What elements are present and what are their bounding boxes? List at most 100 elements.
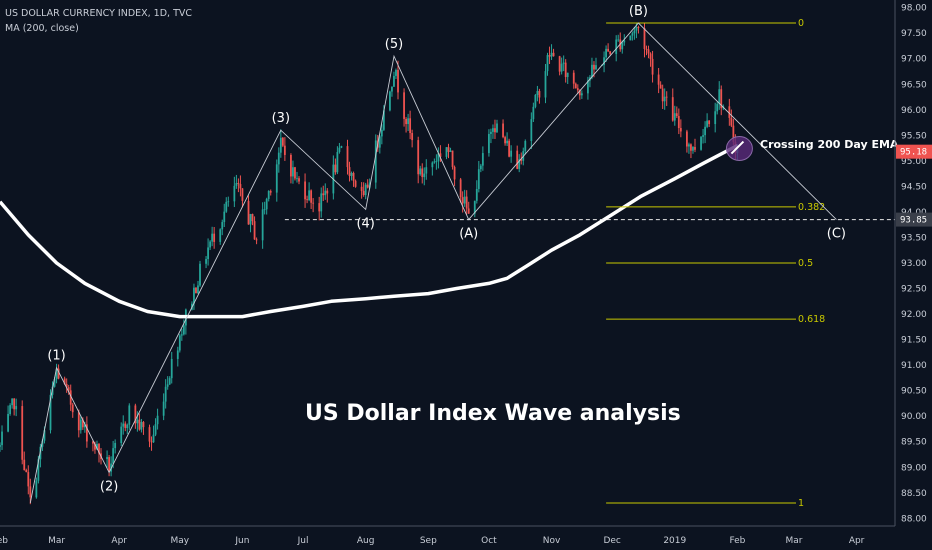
candle-body <box>572 72 575 84</box>
candle-body <box>312 202 315 204</box>
candle-body <box>41 440 44 447</box>
candle-body <box>425 167 428 174</box>
candle-body <box>23 459 26 471</box>
candle-body <box>267 191 270 199</box>
candle-body <box>534 94 537 107</box>
y-tick-label: 97.00 <box>901 55 927 65</box>
candle-body <box>374 140 377 183</box>
candle-body <box>550 52 553 57</box>
wave-path <box>29 22 837 504</box>
candle-body <box>98 443 100 454</box>
candle-body <box>518 159 521 169</box>
candle-body <box>490 131 492 134</box>
y-tick-label: 91.50 <box>901 336 927 346</box>
candle-body <box>263 209 266 211</box>
candle-body <box>126 424 129 429</box>
candle-body <box>320 193 323 212</box>
y-tick-label: 91.00 <box>901 361 927 371</box>
x-tick-label: Feb <box>729 536 745 546</box>
candle-body <box>453 166 456 180</box>
candle-body <box>679 128 682 132</box>
candle-body <box>451 150 454 167</box>
candle-body <box>96 443 98 450</box>
candle-body <box>362 190 365 196</box>
candle-body <box>449 150 452 152</box>
moving-average-line <box>0 143 739 319</box>
candle-body <box>651 58 654 75</box>
fib-level-label: 1 <box>798 498 804 509</box>
candle-body <box>124 423 127 429</box>
x-tick-label: Jul <box>297 536 309 546</box>
y-tick-label: 95.00 <box>901 157 927 167</box>
candle-body <box>340 146 343 148</box>
candle-body <box>702 135 704 137</box>
candle-body <box>403 92 405 119</box>
candle-body <box>643 28 646 49</box>
wave-label: (B) <box>629 4 648 19</box>
candle-body <box>595 65 597 70</box>
candle-body <box>692 147 694 151</box>
candle-body <box>574 83 577 89</box>
candle-body <box>211 233 214 242</box>
candle-body <box>154 424 157 435</box>
candle-body <box>732 125 735 142</box>
candle-body <box>292 167 294 177</box>
candle-body <box>9 405 12 414</box>
candle-body <box>150 441 153 443</box>
candle-body <box>67 387 70 391</box>
candle-body <box>247 200 250 225</box>
candle-body <box>393 75 395 87</box>
candle-body <box>13 398 16 410</box>
candle-body <box>261 209 264 241</box>
wave-layer: (1) (2) (3) (4) (5) (A) (B) (C) <box>29 4 846 504</box>
candle-body <box>536 91 539 95</box>
candle-body <box>152 434 155 443</box>
candle-body <box>120 426 123 443</box>
candle-body <box>716 104 719 112</box>
candle-body <box>510 150 513 157</box>
candle-body <box>1 431 3 446</box>
wave-label: (C) <box>827 227 846 242</box>
candle-body <box>199 263 201 286</box>
candle-body <box>225 201 228 212</box>
candle-body <box>253 221 256 240</box>
candle-body <box>546 55 549 72</box>
candle-body <box>587 80 589 94</box>
candle-body <box>659 84 662 89</box>
candle-body <box>308 190 311 201</box>
candle-body <box>296 178 298 180</box>
y-tick-label: 97.50 <box>901 29 927 39</box>
candle-body <box>481 153 484 166</box>
candle-body <box>348 167 351 176</box>
candle-body <box>265 198 268 210</box>
y-tick-label: 90.50 <box>901 387 927 397</box>
candle-body <box>324 190 327 196</box>
x-tick-label: Sep <box>420 536 437 546</box>
candle-body <box>623 40 626 43</box>
candle-body <box>417 140 420 175</box>
x-tick-label: 2019 <box>663 536 686 546</box>
candle-body <box>431 162 434 168</box>
candle-body <box>645 48 648 50</box>
candle-body <box>322 193 325 196</box>
candle-body <box>148 427 151 442</box>
y-tick-label: 92.50 <box>901 285 927 295</box>
candle-body <box>354 180 357 187</box>
candle-body <box>180 334 183 336</box>
legend-indicator: MA (200, close) <box>5 23 79 34</box>
candle-body <box>637 27 640 29</box>
candle-body <box>621 42 624 50</box>
wave-label: (1) <box>47 349 65 364</box>
y-tick-label: 90.00 <box>901 412 927 422</box>
candle-body <box>609 51 612 54</box>
candle-body <box>55 368 58 380</box>
candle-body <box>395 69 397 76</box>
candle-body <box>142 422 145 428</box>
candle-body <box>350 172 353 176</box>
candle-body <box>605 48 607 58</box>
candle-body <box>593 64 595 70</box>
candle-body <box>326 190 329 194</box>
candle-body <box>607 48 610 52</box>
